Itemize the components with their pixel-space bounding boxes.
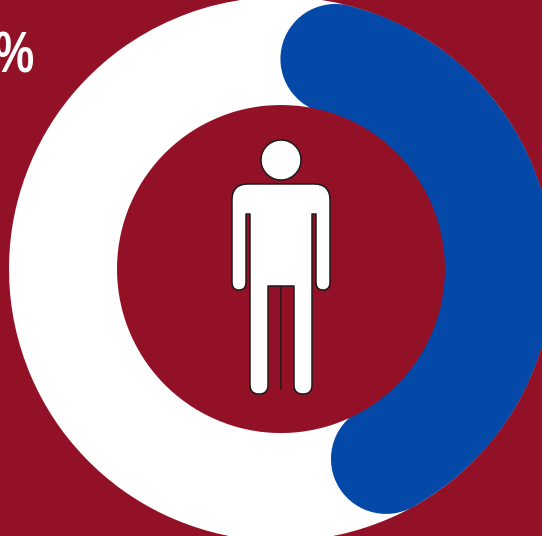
percent-label: % <box>0 24 34 82</box>
person-icon <box>231 139 331 395</box>
ring-progress-arc <box>280 3 542 514</box>
